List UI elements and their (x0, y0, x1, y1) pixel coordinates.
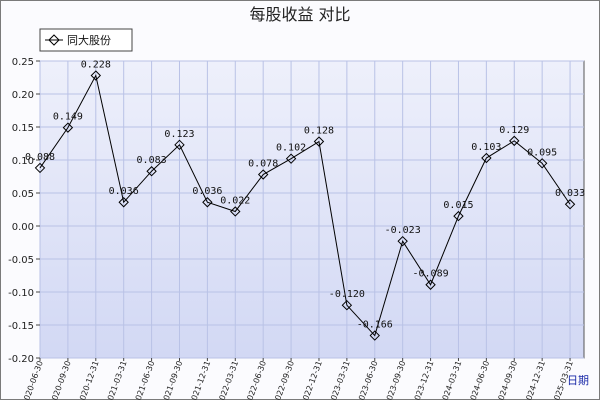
series-markers (34, 70, 576, 341)
data-label: 0.095 (527, 147, 557, 158)
x-tick-label: 2021-06-30 (132, 360, 156, 400)
y-tick-label: 0.05 (12, 189, 34, 200)
x-tick-label: 2024-12-31 (523, 360, 547, 400)
data-label: 0.149 (53, 112, 83, 123)
data-label: 0.083 (137, 155, 167, 166)
data-label: -0.023 (385, 225, 421, 236)
data-point-marker (536, 158, 548, 169)
y-tick-label: -0.10 (8, 288, 34, 299)
x-tick-label: 2024-06-30 (467, 360, 491, 400)
x-tick-label: 2020-06-30 (21, 360, 45, 400)
x-tick-label: 2020-09-30 (48, 360, 72, 400)
data-label: 0.078 (248, 159, 278, 170)
data-label: 0.015 (443, 200, 473, 211)
data-point-marker (481, 152, 492, 164)
series-line (39, 74, 571, 337)
data-point-marker (146, 166, 157, 177)
grid-lines (39, 60, 584, 359)
data-label: 0.036 (109, 186, 139, 197)
x-tick-label: 2021-12-31 (188, 360, 212, 400)
y-tick-label: 0.10 (12, 156, 34, 167)
y-tick-label: -0.05 (8, 255, 34, 266)
legend-label: 同大股份 (67, 33, 111, 47)
data-point-marker (453, 210, 464, 222)
x-tick-label: 2024-09-30 (495, 360, 519, 400)
data-point-marker (62, 122, 74, 133)
data-label: 0.033 (555, 188, 585, 199)
data-point-marker (230, 206, 241, 217)
plot-area (39, 60, 585, 359)
data-point-marker (257, 169, 269, 180)
legend: 同大股份 (39, 28, 133, 52)
x-tick-label: 2023-12-31 (411, 360, 435, 400)
data-point-marker (118, 197, 129, 208)
x-tick-label: 2022-12-31 (299, 360, 323, 400)
data-label: 0.103 (471, 142, 501, 153)
data-point-marker (509, 135, 520, 147)
data-label: -0.166 (357, 320, 393, 331)
series-lines (39, 74, 571, 337)
data-point-marker (341, 299, 353, 311)
data-label: 0.129 (499, 125, 529, 136)
data-label: -0.089 (413, 269, 449, 280)
legend-box (39, 28, 133, 52)
legend-marker-icon (48, 34, 60, 46)
data-label: 0.036 (192, 186, 222, 197)
y-tick-label: -0.20 (8, 354, 34, 365)
data-label: 0.228 (81, 60, 111, 71)
x-tick-label: 2021-03-31 (104, 360, 128, 400)
chart-title: 每股收益 对比 (249, 5, 350, 24)
x-tick-label: 2022-03-31 (216, 360, 240, 400)
x-tick-label: 2023-06-30 (355, 360, 379, 400)
x-tick-label: 2023-03-31 (327, 360, 351, 400)
x-tick-label: 2024-03-31 (439, 360, 463, 400)
data-label: 0.022 (220, 195, 250, 206)
x-axis-label: 日期 (567, 374, 589, 387)
x-tick-label: 2021-09-30 (160, 360, 184, 400)
data-point-marker (425, 279, 436, 290)
x-axis-ticks: 2020-06-30 2020-09-30 2020-12-31 2021-03-31… (21, 358, 575, 400)
data-label: -0.120 (329, 289, 365, 300)
y-tick-label: 0.25 (12, 57, 34, 68)
data-label: 0.123 (164, 129, 194, 140)
data-point-marker (369, 330, 380, 341)
data-point-marker (202, 197, 213, 208)
data-label: 0.102 (276, 143, 306, 154)
y-tick-label: 0.00 (12, 222, 34, 233)
y-tick-label: 0.15 (12, 123, 34, 134)
y-axis-ticks: 0.25 0.20 0.15 0.10 0.05 0.00 -0.05 -0.10 -0.15 -… (8, 57, 40, 365)
data-labels: 0.0880.1490.2280.0360.0830.1230.0360.022… (25, 60, 585, 331)
x-tick-label: 2022-09-30 (272, 360, 296, 400)
x-tick-label: 2020-12-31 (76, 360, 100, 400)
data-point-marker (285, 153, 297, 164)
data-point-marker (174, 139, 185, 151)
data-point-marker (564, 199, 576, 210)
x-tick-label: 2022-06-30 (244, 360, 268, 400)
data-point-marker (397, 235, 408, 247)
data-point-marker (90, 70, 102, 81)
data-label: 0.128 (304, 126, 334, 137)
data-label: 0.088 (25, 152, 55, 163)
data-point-marker (34, 162, 46, 174)
y-tick-label: 0.20 (12, 90, 34, 101)
data-point-marker (313, 136, 325, 147)
y-tick-label: -0.15 (8, 321, 34, 332)
x-tick-label: 2023-09-30 (383, 360, 407, 400)
